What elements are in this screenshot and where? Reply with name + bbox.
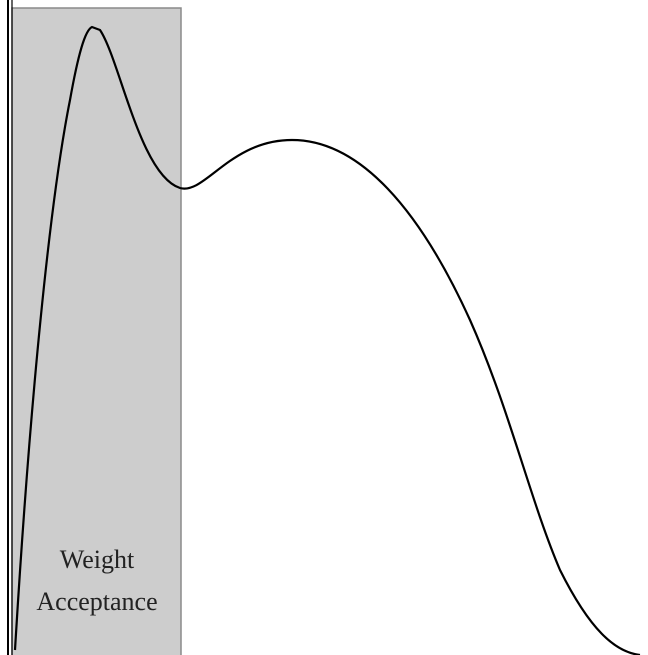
region-label: Acceptance [36,587,157,616]
force-curve [13,25,641,655]
region-label: Weight [60,545,135,574]
